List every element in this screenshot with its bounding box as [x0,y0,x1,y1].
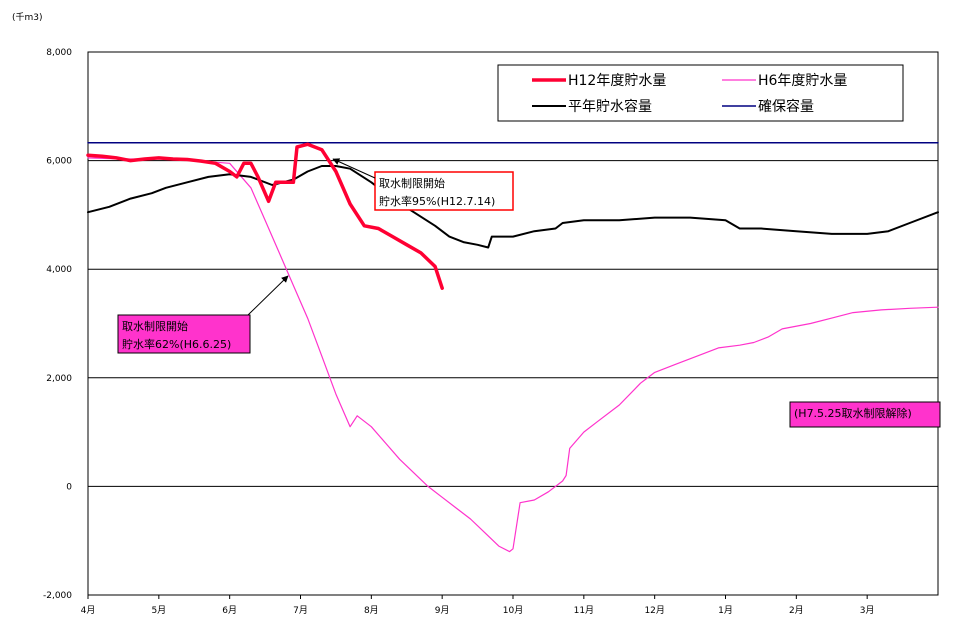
y-axis-ticks: 8,000 6,000 4,000 2,000 0 -2,000 [43,48,72,601]
series-line-0 [86,142,444,290]
y-unit-label: (千m3) [12,12,43,23]
annotation-h6-line: 取水制限開始 [122,319,188,333]
x-tick-label: 4月 [81,605,96,616]
annotation-h6-box [117,314,251,354]
x-tick-label: 2月 [789,605,804,616]
legend-label-1: H6年度貯水量 [758,73,847,89]
y-tick-label: 0 [66,482,72,492]
annotation-h6-arrow [247,275,289,316]
legend-label-0: H12年度貯水量 [568,73,666,89]
y-tick-label: -2,000 [43,591,72,601]
x-tick-label: 9月 [435,605,450,616]
annotation-h12-box [374,171,514,211]
annotation-h12-line: 貯水率95%(H12.7.14) [379,194,495,208]
x-axis-ticks: 4月 5月 6月 7月 8月 9月 10月 11月 12月 1月 2月 3月 [81,595,875,616]
x-tick-label: 7月 [293,605,308,616]
x-tick-label: 10月 [503,605,523,616]
x-tick-label: 8月 [364,605,379,616]
series-lines [86,141,939,553]
annotation-h7-box [789,401,941,428]
x-tick-label: 12月 [644,605,664,616]
legend-label-3: 確保容量 [758,98,814,115]
y-tick-label: 2,000 [46,374,72,384]
annotation-h7-line: (H7.5.25取水制限解除) [794,406,912,420]
y-tick-label: 8,000 [46,48,72,58]
legend-box [497,64,904,122]
series-line-1 [87,157,939,553]
x-tick-label: 3月 [860,605,875,616]
annotations: 取水制限開始貯水率95%(H12.7.14)取水制限開始貯水率62%(H6.6.… [117,158,941,428]
y-tick-label: 4,000 [46,265,72,275]
y-tick-label: 6,000 [46,157,72,167]
x-tick-label: 5月 [151,605,166,616]
series-line-2 [87,165,939,249]
x-tick-label: 6月 [222,605,237,616]
annotation-h12-line: 取水制限開始 [379,176,445,190]
annotation-h7: (H7.5.25取水制限解除) [789,401,941,428]
annotation-h12-arrow [332,158,376,179]
annotation-h6-line: 貯水率62%(H6.6.25) [122,337,231,351]
x-tick-label: 1月 [718,605,733,616]
legend-label-2: 平年貯水容量 [568,98,652,115]
x-tick-label: 11月 [574,605,594,616]
